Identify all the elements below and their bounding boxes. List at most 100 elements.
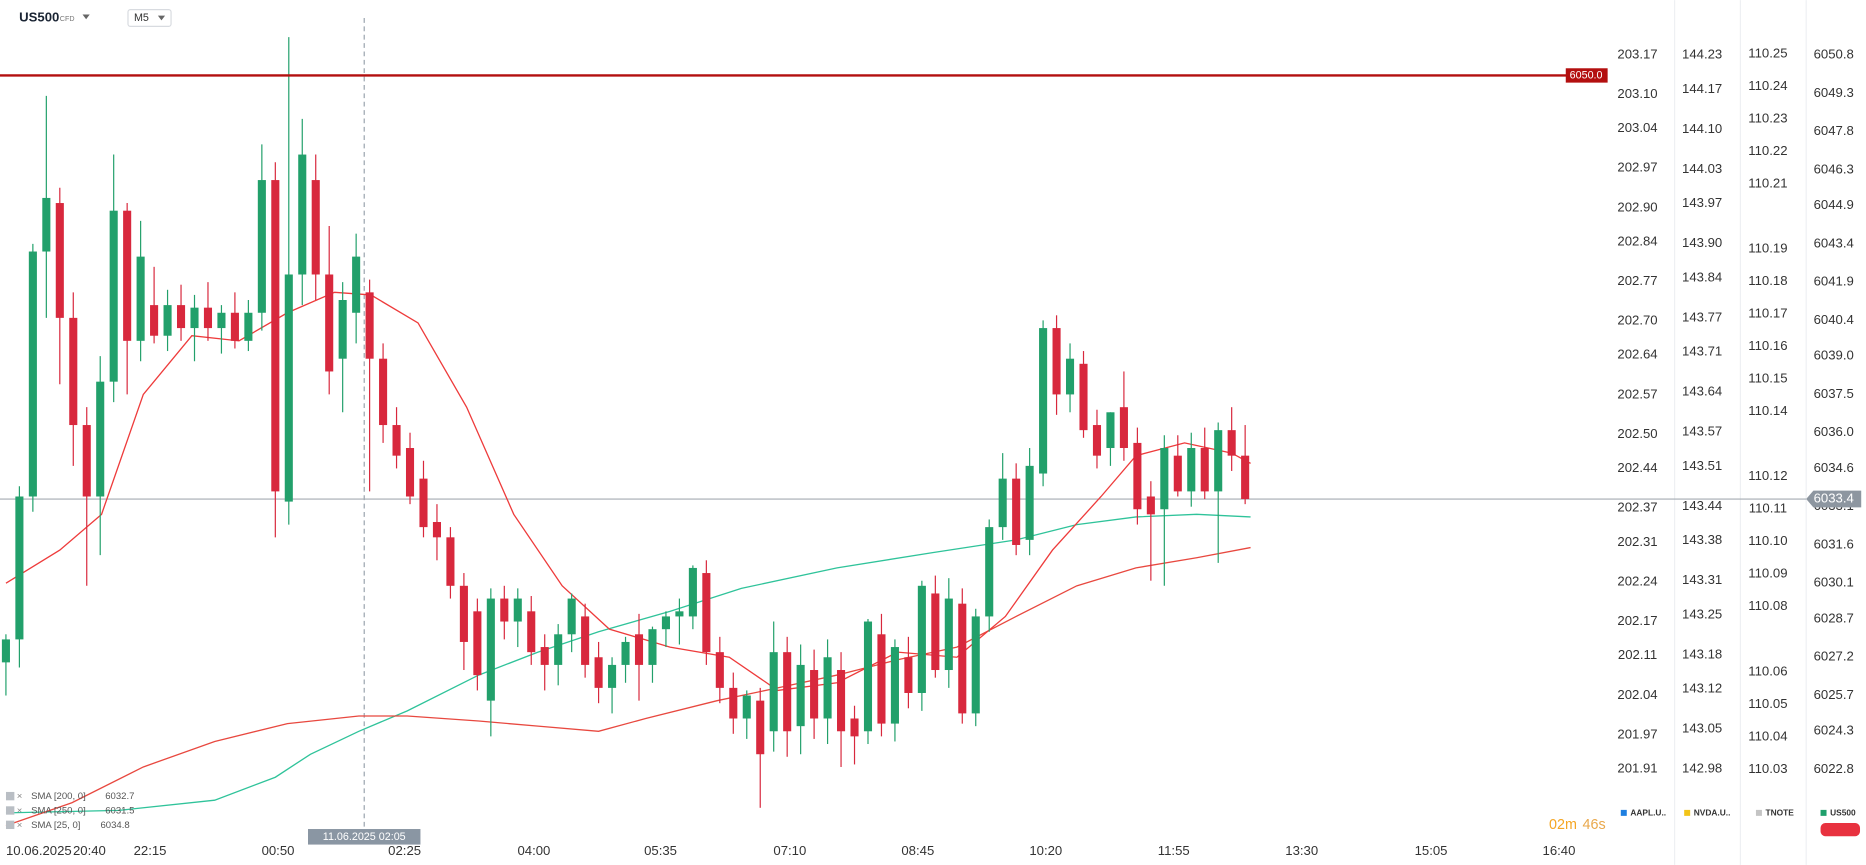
scale-tick-label: 143.64: [1682, 384, 1722, 399]
candle-body: [998, 478, 1007, 528]
candle-body: [729, 687, 738, 719]
level-label: 6050.0: [1570, 69, 1603, 81]
candle-body: [1106, 412, 1115, 449]
candle-body: [540, 647, 549, 665]
candle-body: [42, 197, 51, 252]
scale-tick-label: 143.31: [1682, 572, 1722, 587]
scale-tick-label: 202.57: [1617, 386, 1657, 401]
toolbar: US500 CFD M5: [19, 9, 172, 28]
candle-body: [136, 256, 145, 341]
scale-separators: [1674, 0, 1807, 865]
scale-tick-label: 202.37: [1617, 500, 1657, 515]
candle-body: [123, 210, 132, 341]
scale-tick-label: 143.38: [1682, 532, 1722, 547]
y-tick-label: 6039.0: [1814, 348, 1854, 363]
candle-body: [890, 647, 899, 724]
y-tick-label: 6036.0: [1814, 424, 1854, 439]
candle-body: [325, 274, 334, 372]
timeframe-selector[interactable]: M5: [127, 9, 172, 28]
scale-tick-label: 144.10: [1682, 121, 1722, 136]
candle-body: [446, 537, 455, 586]
scale-tick-label: 143.12: [1682, 681, 1722, 696]
legend-icon: [5, 820, 15, 830]
sma-line: [5, 546, 1251, 827]
scale-tick-label: 143.77: [1682, 309, 1722, 324]
plot: [0, 18, 1807, 830]
candle-body: [863, 621, 873, 732]
candle-body: [405, 448, 415, 497]
dropdown-arrow: [82, 14, 90, 20]
candle-body: [271, 180, 280, 492]
y-tick-label: 6050.8: [1814, 47, 1854, 62]
scale-tick-label: 110.14: [1748, 403, 1787, 418]
scale-tick-label: 143.90: [1682, 235, 1722, 250]
scale-tick-label: 202.84: [1617, 233, 1657, 248]
indicator-value: 6034.8: [100, 820, 129, 831]
candle-body: [1, 639, 10, 663]
candle-body: [648, 629, 657, 665]
indicator-value: 6031.5: [105, 806, 134, 817]
x-date-label: 10.06.2025: [6, 843, 72, 858]
symbol-class: CFD: [60, 15, 75, 23]
scale-tick-label: 110.04: [1748, 728, 1787, 743]
x-tick-label: 08:45: [901, 843, 934, 858]
candle-body: [796, 664, 805, 727]
timer-seconds: 46s: [1583, 817, 1606, 833]
candle-body: [715, 652, 724, 688]
scale-tick-label: 202.11: [1618, 647, 1657, 662]
scale-tick-label: 202.24: [1617, 573, 1657, 588]
symbol-selector[interactable]: US500 CFD: [19, 10, 90, 25]
scale-tick-label: 144.17: [1682, 81, 1722, 96]
candle-body: [96, 381, 105, 497]
scale-tick-label: 143.84: [1682, 269, 1722, 284]
timeframe-box[interactable]: [127, 9, 172, 28]
symbol[interactable]: US500: [19, 10, 59, 25]
scale-tick-label: 202.31: [1617, 534, 1657, 549]
candle-body: [150, 305, 159, 336]
x-tick-label: 10:20: [1029, 843, 1062, 858]
x-tick-label: 05:35: [644, 843, 677, 858]
trade-button[interactable]: [1820, 823, 1861, 837]
indicator-value: 6032.7: [105, 791, 134, 802]
scale-tick-label: 110.22: [1748, 143, 1787, 158]
candle-body: [917, 585, 926, 693]
scale-tick-label: 110.25: [1748, 45, 1787, 60]
candle-body: [392, 425, 401, 456]
candle-body: [190, 307, 199, 329]
candle-body: [1039, 328, 1048, 474]
x-tick-label: 13:30: [1285, 843, 1318, 858]
y-tick-label: 6024.3: [1814, 723, 1854, 738]
candle-body: [217, 312, 226, 329]
candle-body: [850, 718, 859, 737]
legend-label: US500: [1830, 808, 1856, 818]
candle-body: [621, 641, 630, 665]
candle-body: [702, 573, 711, 653]
scale-tick-label: 110.23: [1748, 110, 1787, 125]
candle-body: [365, 292, 374, 359]
dropdown-arrow: [157, 15, 166, 21]
candle-body: [244, 312, 253, 341]
scale-tick-label: 110.10: [1748, 533, 1787, 548]
y-tick-label: 6028.7: [1814, 610, 1854, 625]
x-tick-label: 02:25: [388, 843, 421, 858]
scale-tick-label: 202.44: [1617, 460, 1657, 475]
scale-tick-label: 110.24: [1748, 78, 1787, 93]
legend-icon: [5, 791, 15, 801]
x-tick-label: 16:40: [1543, 843, 1576, 858]
candle-body: [338, 300, 347, 359]
scale-tick-label: 143.51: [1682, 458, 1722, 473]
timer-minutes: 02m: [1549, 817, 1577, 833]
scale-tick-label: 202.90: [1617, 199, 1657, 214]
candle-body: [634, 634, 644, 665]
candle-body: [944, 598, 953, 671]
legend-label: AAPL.U..: [1630, 808, 1666, 818]
scale-tick-label: 201.91: [1617, 760, 1657, 775]
scale-tick-label: 201.97: [1617, 726, 1657, 741]
candle-body: [1187, 448, 1196, 492]
candle-body: [459, 585, 468, 642]
candle-body: [176, 305, 186, 329]
scale-tick-label: 202.70: [1617, 313, 1657, 328]
candle-body: [661, 616, 670, 630]
